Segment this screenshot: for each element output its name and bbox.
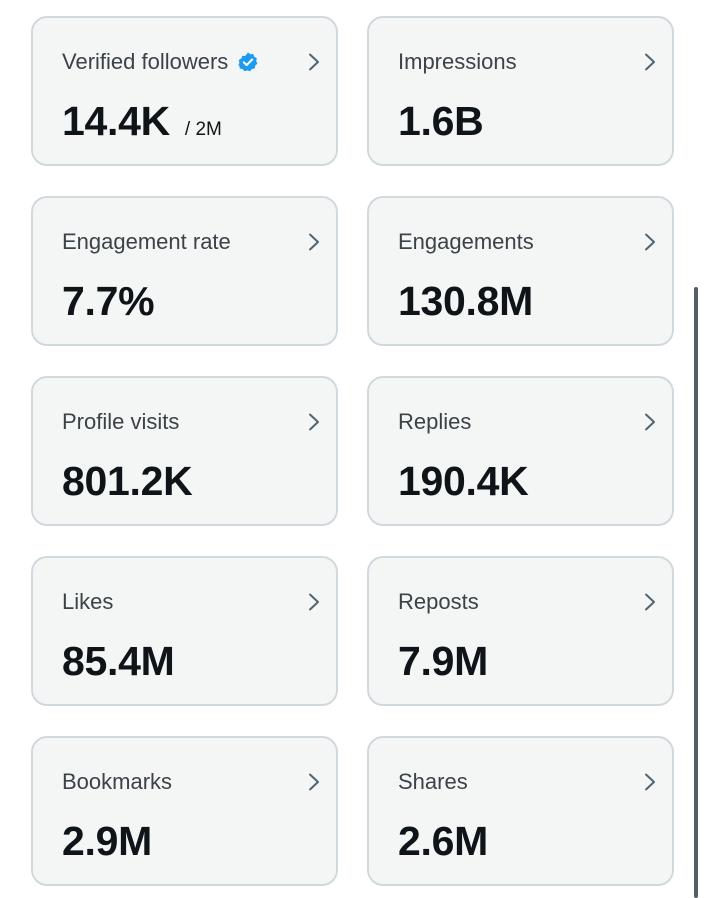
verified-badge-icon (238, 52, 258, 72)
metric-value: 2.9M (62, 818, 152, 864)
metric-card-impressions[interactable]: Impressions 1.6B (367, 16, 674, 166)
metric-card-likes[interactable]: Likes 85.4M (31, 556, 338, 706)
metric-value-row: 2.9M (62, 817, 152, 865)
metric-label-text: Verified followers (62, 49, 229, 74)
analytics-metrics-grid: Verified followers 14.4K / 2M Impression… (31, 16, 674, 886)
chevron-right-icon (309, 413, 319, 431)
metric-value: 190.4K (398, 458, 529, 504)
metric-label-text: Impressions (398, 49, 517, 74)
metric-label-text: Reposts (398, 589, 479, 614)
chevron-right-icon (309, 593, 319, 611)
vertical-scrollbar[interactable] (694, 287, 698, 898)
chevron-right-icon (645, 773, 655, 791)
metric-label: Shares (398, 769, 468, 795)
metric-value: 14.4K (62, 98, 170, 144)
metric-value-row: 1.6B (398, 97, 484, 145)
metric-card-engagement-rate[interactable]: Engagement rate 7.7% (31, 196, 338, 346)
metric-value: 1.6B (398, 98, 484, 144)
chevron-right-icon (309, 773, 319, 791)
metric-card-engagements[interactable]: Engagements 130.8M (367, 196, 674, 346)
metric-card-reposts[interactable]: Reposts 7.9M (367, 556, 674, 706)
chevron-right-icon (645, 593, 655, 611)
metric-label: Impressions (398, 49, 517, 75)
metric-label: Verified followers (62, 49, 259, 75)
metric-card-replies[interactable]: Replies 190.4K (367, 376, 674, 526)
metric-value: 7.9M (398, 638, 488, 684)
metric-label: Profile visits (62, 409, 179, 435)
chevron-right-icon (309, 53, 319, 71)
metric-label-text: Shares (398, 769, 468, 794)
metric-value: 2.6M (398, 818, 488, 864)
chevron-right-icon (645, 413, 655, 431)
metric-label: Reposts (398, 589, 479, 615)
metric-label: Engagements (398, 229, 534, 255)
metric-value-row: 190.4K (398, 457, 529, 505)
metric-value-row: 7.7% (62, 277, 155, 325)
metric-value-row: 801.2K (62, 457, 193, 505)
metric-label-text: Engagement rate (62, 229, 231, 254)
metric-label-text: Engagements (398, 229, 534, 254)
metric-value-row: 7.9M (398, 637, 488, 685)
metric-label-text: Replies (398, 409, 472, 434)
chevron-right-icon (309, 233, 319, 251)
metric-total: / 2M (184, 119, 222, 140)
metric-value-row: 130.8M (398, 277, 533, 325)
metric-value: 85.4M (62, 638, 175, 684)
metric-label: Likes (62, 589, 113, 615)
metric-card-shares[interactable]: Shares 2.6M (367, 736, 674, 886)
metric-label-text: Profile visits (62, 409, 180, 434)
metric-card-profile-visits[interactable]: Profile visits 801.2K (31, 376, 338, 526)
metric-card-verified-followers[interactable]: Verified followers 14.4K / 2M (31, 16, 338, 166)
metric-value-row: 2.6M (398, 817, 488, 865)
metric-value-row: 14.4K / 2M (62, 97, 222, 145)
metric-value: 801.2K (62, 458, 193, 504)
chevron-right-icon (645, 233, 655, 251)
metric-label: Replies (398, 409, 471, 435)
metric-value: 7.7% (62, 278, 155, 324)
metric-value: 130.8M (398, 278, 533, 324)
metric-label: Engagement rate (62, 229, 231, 255)
metric-label-text: Likes (62, 589, 114, 614)
metric-card-bookmarks[interactable]: Bookmarks 2.9M (31, 736, 338, 886)
metric-label-text: Bookmarks (62, 769, 173, 794)
chevron-right-icon (645, 53, 655, 71)
metric-label: Bookmarks (62, 769, 172, 795)
metric-value-row: 85.4M (62, 637, 175, 685)
